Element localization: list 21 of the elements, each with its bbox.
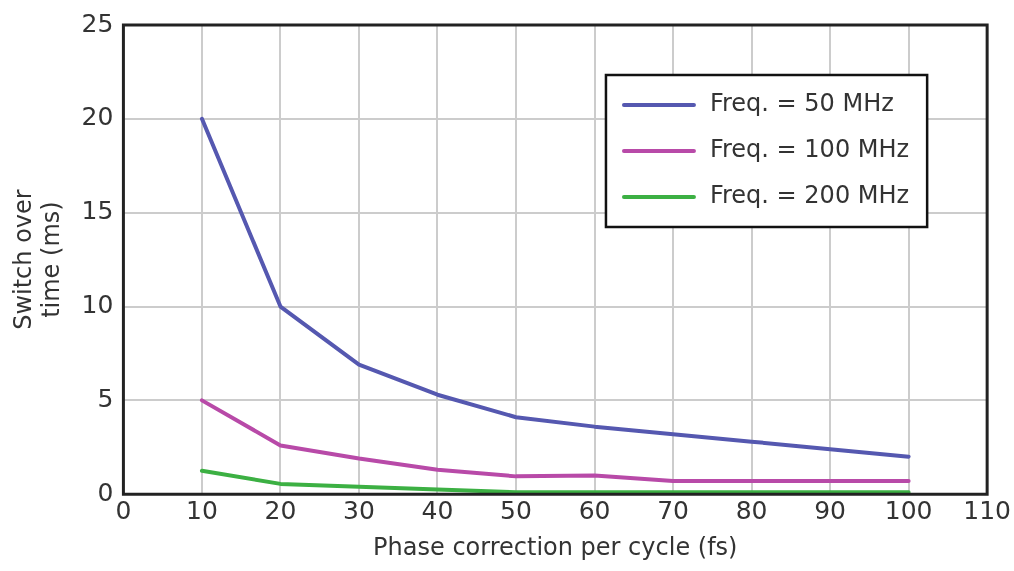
x-tick-label: 110	[963, 495, 1011, 525]
x-tick-label: 90	[814, 495, 847, 525]
x-axis-title: Phase correction per cycle (fs)	[373, 532, 738, 561]
y-tick-label: 20	[81, 102, 114, 132]
x-tick-label: 30	[343, 495, 375, 525]
x-tick-label: 10	[186, 495, 218, 525]
y-tick-label: 15	[81, 196, 114, 226]
legend-label: Freq. = 50 MHz	[709, 89, 894, 118]
x-tick-label: 40	[421, 495, 454, 525]
x-tick-label: 80	[735, 495, 768, 525]
x-tick-label: 50	[500, 495, 532, 525]
legend-label: Freq. = 100 MHz	[709, 135, 910, 164]
x-tick-label: 20	[264, 495, 297, 525]
y-tick-label: 10	[81, 290, 114, 320]
legend-label: Freq. = 200 MHz	[709, 181, 910, 210]
x-tick-label: 60	[578, 495, 611, 525]
x-tick-label: 100	[884, 495, 933, 525]
y-tick-label: 5	[97, 383, 114, 413]
x-tick-label: 70	[657, 495, 689, 525]
y-axis-title: Switch over time (ms)	[8, 189, 66, 330]
y-tick-label: 25	[81, 8, 114, 38]
